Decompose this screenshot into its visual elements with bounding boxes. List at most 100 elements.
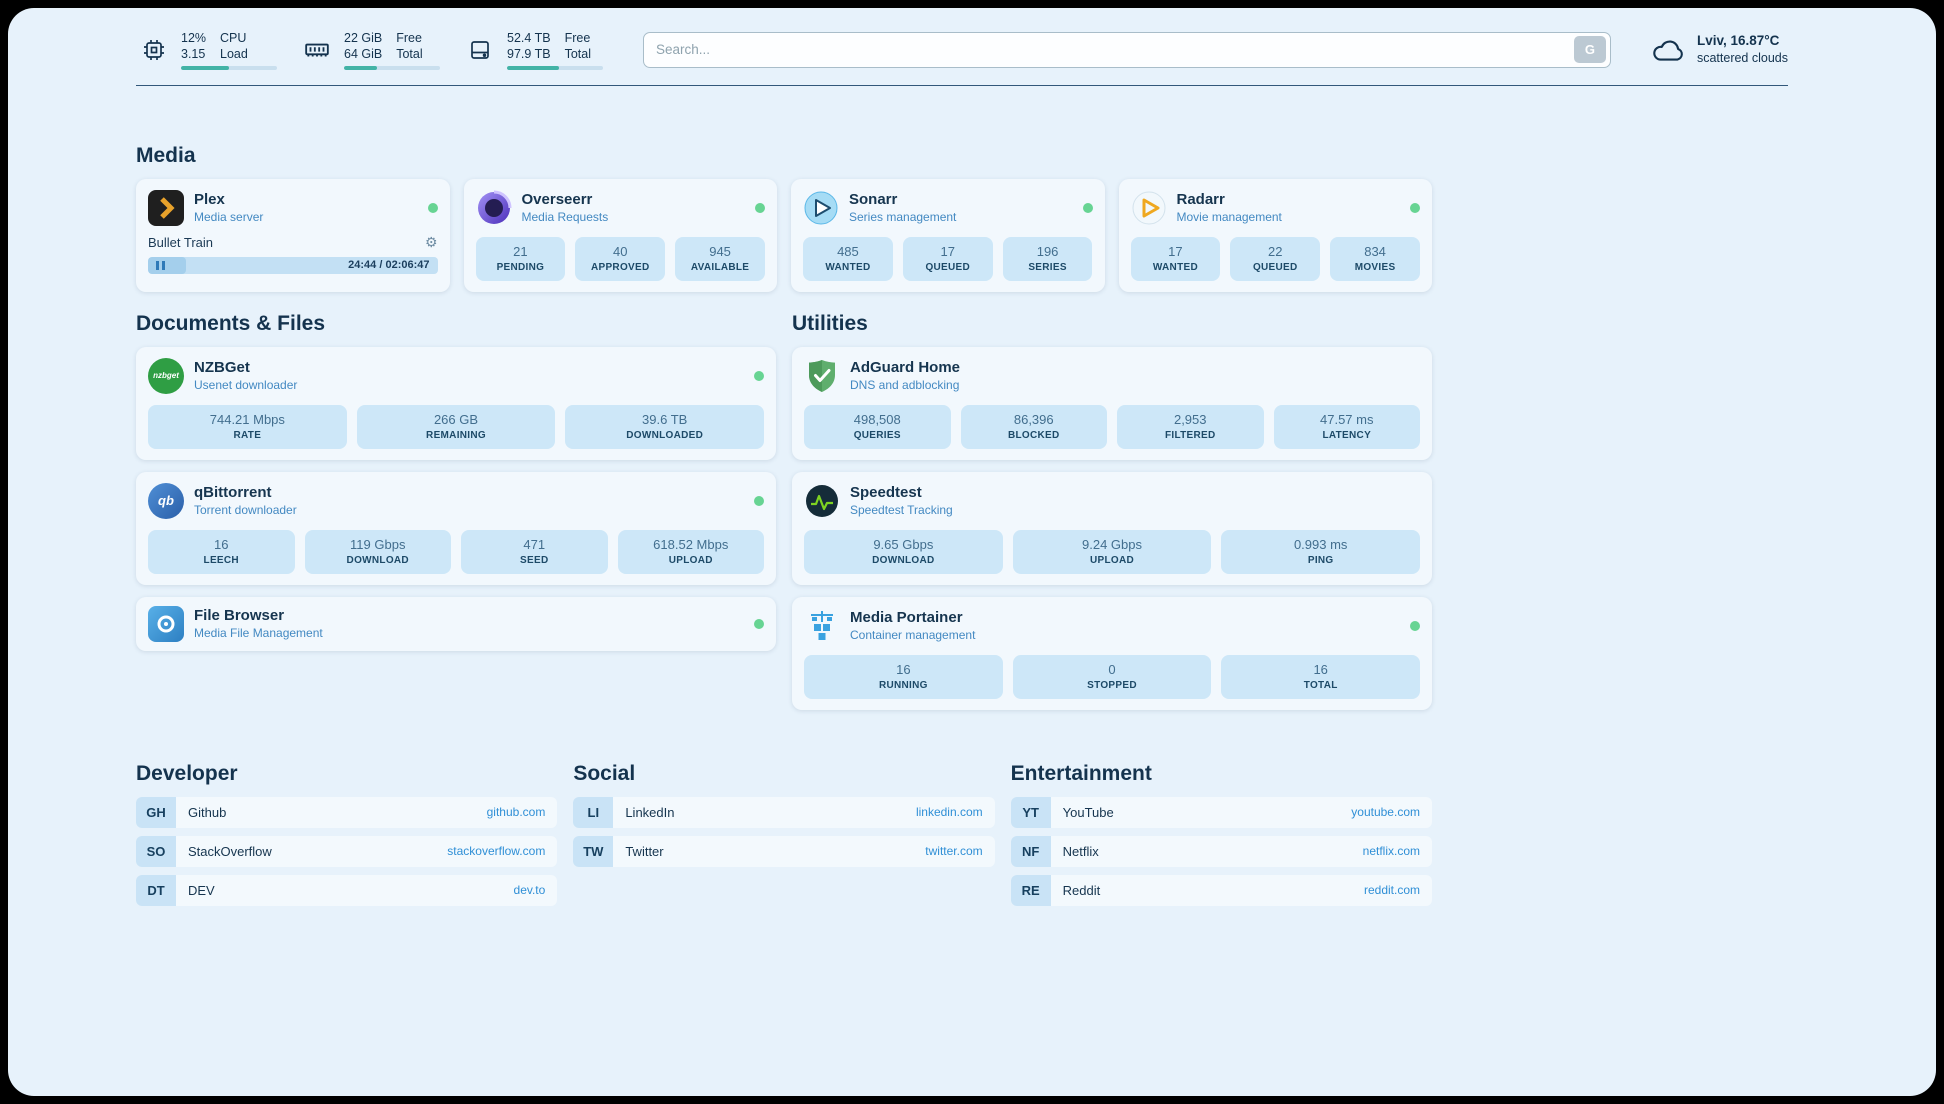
bookmark-name: DEV [188,882,215,898]
stat-tile-wanted: 17 WANTED [1130,236,1221,281]
stat-value: 86,396 [1013,412,1054,427]
weather-condition: scattered clouds [1696,51,1788,66]
stat-label: DOWNLOADED [626,430,704,441]
stat-value: 2,953 [1173,412,1207,427]
stat-value: 17 [940,244,955,259]
bookmark-netflix[interactable]: NF Netflix netflix.com [1010,835,1432,867]
stat-value: 22 [1268,244,1283,259]
service-card-nzbget[interactable]: nzbget NZBGet Usenet downloader [136,346,776,460]
stat-value: 834 [1364,244,1386,259]
section-documents: Documents & Files nzbget NZBGet Usenet d… [136,312,776,710]
service-card-overseerr[interactable]: Overseerr Media Requests 21 PENDING [463,178,777,292]
memory-widget: 22 GiB 64 GiB Free Total [299,30,440,70]
service-desc: Media server [194,210,264,224]
stat-value: 17 [1168,244,1183,259]
search-input[interactable] [656,42,1574,58]
service-card-sonarr[interactable]: Sonarr Series management 485 WANTED [791,178,1105,292]
stat-label: FILTERED [1164,430,1216,441]
stat-tile-leech: 16 LEECH [148,529,295,574]
playback-time: 24:44 / 02:06:47 [348,258,430,271]
disk-progress-bar [507,65,603,70]
cloud-icon [1651,32,1687,68]
dashboard-page: 12% 3.15 CPU Load [8,8,1936,1096]
bookmark-url: linkedin.com [915,805,983,819]
disk-progress-fill [507,65,559,70]
bookmark-github[interactable]: GH Github github.com [136,796,558,828]
bookmark-abbr: NF [1010,835,1051,867]
player-settings-gear-icon[interactable]: ⚙ [424,234,438,250]
search-bar[interactable]: G [643,31,1611,68]
bookmark-twitter[interactable]: TW Twitter twitter.com [573,835,995,867]
disk-label-line2: Total [564,47,591,62]
status-dot [754,370,764,381]
bookmark-linkedin[interactable]: LI LinkedIn linkedin.com [573,796,995,828]
stat-tile-queries: 498,508 QUERIES [804,404,951,449]
ram-total-value: 64 GiB [344,47,383,62]
service-desc: Movie management [1176,210,1282,224]
service-card-portainer[interactable]: Media Portainer Container management 16 … [792,596,1432,710]
overseerr-icon [476,190,512,226]
top-bar: 12% 3.15 CPU Load [136,30,1788,70]
service-desc: Usenet downloader [194,378,298,392]
service-name: File Browser [194,607,285,624]
service-card-qbittorrent[interactable]: qb qBittorrent Torrent downloader [136,471,776,585]
section-utilities: Utilities [792,312,1432,710]
service-name: Plex [194,191,225,208]
stat-tile-download: 119 Gbps DOWNLOAD [304,529,451,574]
service-card-adguard[interactable]: AdGuard Home DNS and adblocking 498,508 … [792,346,1432,460]
stat-tile-stopped: 0 STOPPED [1012,654,1212,699]
stat-label: PENDING [496,262,545,273]
stat-value: 119 Gbps [350,537,406,552]
stat-label: WANTED [1152,262,1198,273]
cpu-chip-icon [136,32,172,68]
status-dot [754,495,764,506]
service-card-plex[interactable]: Plex Media server Bullet Train ⚙ [136,178,450,292]
stat-label: RATE [233,430,262,441]
section-title-social: Social [573,761,636,785]
sonarr-icon [803,190,839,226]
stat-label: UPLOAD [1089,555,1135,566]
bookmark-url: youtube.com [1351,805,1420,819]
service-card-speedtest[interactable]: Speedtest Speedtest Tracking 9.65 Gbps D… [792,471,1432,585]
bookmark-stackoverflow[interactable]: SO StackOverflow stackoverflow.com [136,835,558,867]
stat-value: 0.993 ms [1293,537,1348,552]
service-name: qBittorrent [194,484,272,501]
bookmark-name: StackOverflow [188,843,272,859]
bookmark-youtube[interactable]: YT YouTube youtube.com [1010,796,1432,828]
stat-value: 47.57 ms [1320,412,1374,427]
search-provider-button[interactable]: G [1573,36,1606,64]
bookmark-dev[interactable]: DT DEV dev.to [136,874,558,906]
service-desc: Media File Management [194,626,323,640]
stat-value: 485 [837,244,859,259]
stat-tile-blocked: 86,396 BLOCKED [960,404,1107,449]
service-card-radarr[interactable]: Radarr Movie management 17 WANTED 2 [1118,178,1432,292]
bookmark-name: Reddit [1062,882,1101,898]
playback-progress-bar[interactable]: 24:44 / 02:06:47 [148,256,438,274]
ram-free-value: 22 GiB [344,31,383,45]
stat-label: REMAINING [426,430,486,441]
disk-icon [462,32,498,68]
ram-icon [299,32,335,68]
bookmark-url: netflix.com [1362,844,1420,858]
adguard-shield-icon [804,358,840,394]
stat-label: QUEUED [1252,262,1298,273]
stat-label: SEED [520,555,549,566]
bookmark-abbr: YT [1010,796,1051,828]
service-name: AdGuard Home [850,359,961,376]
weather-widget: Lviv, 16.87°C scattered clouds [1651,32,1788,68]
service-card-filebrowser[interactable]: File Browser Media File Management [136,596,776,651]
stat-value: 0 [1108,662,1116,677]
bookmark-url: reddit.com [1363,883,1420,897]
service-name: Sonarr [849,191,898,208]
playback-progress-fill [148,256,186,274]
status-dot [427,202,438,213]
pause-icon[interactable] [156,260,165,270]
stat-label: DOWNLOAD [872,555,935,566]
stat-tile-total: 16 TOTAL [1221,654,1421,699]
stat-label: LEECH [203,555,239,566]
bookmark-name: Github [188,804,227,820]
bookmark-group-social: Social LI LinkedIn linkedin.com TW Twitt… [573,761,995,906]
section-title-developer: Developer [136,761,238,785]
bookmark-reddit[interactable]: RE Reddit reddit.com [1010,874,1432,906]
bookmark-name: Twitter [625,843,664,859]
